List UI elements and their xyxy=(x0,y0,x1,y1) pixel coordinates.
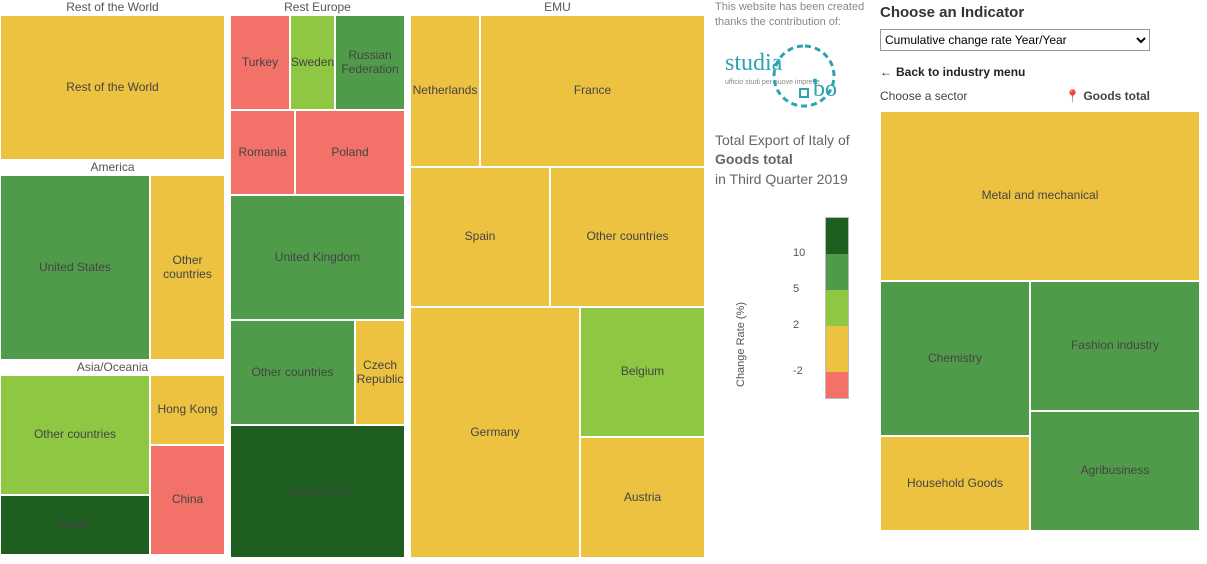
legend-tick: 10 xyxy=(793,247,805,259)
legend-segment xyxy=(826,290,848,326)
goods-total-link[interactable]: 📍 Goods total xyxy=(1065,89,1150,103)
treemap-cell[interactable]: Czech Republic xyxy=(355,320,405,425)
treemap-cell[interactable]: France xyxy=(480,15,705,167)
sector-cell[interactable]: Agribusiness xyxy=(1030,411,1200,531)
legend-segment xyxy=(826,218,848,254)
legend-tick: 2 xyxy=(793,319,799,331)
treemap-cell[interactable]: Netherlands xyxy=(410,15,480,167)
treemap-cell[interactable]: Other countries xyxy=(150,175,225,360)
treemap-cell[interactable]: Poland xyxy=(295,110,405,195)
legend-segment xyxy=(826,254,848,290)
studiabo-logo: studia ufficio studi per nuove imprese b… xyxy=(715,36,865,116)
treemap-cell[interactable]: Other countries xyxy=(0,375,150,495)
group-title: EMU xyxy=(410,0,705,14)
export-title: Total Export of Italy of Goods total in … xyxy=(715,131,870,190)
legend-tick: 5 xyxy=(793,283,799,295)
legend-segment xyxy=(826,372,848,398)
back-to-industry-link[interactable]: ←Back to industry menu xyxy=(880,65,1200,79)
sector-cell[interactable]: Fashion industry xyxy=(1030,281,1200,411)
treemap-cell[interactable]: Hong Kong xyxy=(150,375,225,445)
treemap-cell[interactable]: Germany xyxy=(410,307,580,558)
indicator-heading: Choose an Indicator xyxy=(880,4,1200,21)
legend-tick: -2 xyxy=(793,365,803,377)
group-title: Asia/Oceania xyxy=(0,360,225,374)
treemap-cell[interactable]: Russian Federation xyxy=(335,15,405,110)
controls-column: Choose an Indicator Cumulative change ra… xyxy=(880,0,1200,564)
treemap-cell[interactable]: Other countries xyxy=(550,167,705,307)
sector-cell[interactable]: Household Goods xyxy=(880,436,1030,531)
treemap-cell[interactable]: Austria xyxy=(580,437,705,558)
treemap-cell[interactable]: Other countries xyxy=(230,320,355,425)
treemap-cell[interactable]: Spain xyxy=(410,167,550,307)
treemap-cell[interactable]: Sweden xyxy=(290,15,335,110)
treemap-cell[interactable]: Turkey xyxy=(230,15,290,110)
indicator-select[interactable]: Cumulative change rate Year/Year xyxy=(880,29,1150,51)
treemap-cell[interactable]: United States xyxy=(0,175,150,360)
regions-treemap: Rest of the WorldRest of the WorldAmeric… xyxy=(0,0,705,564)
treemap-cell[interactable]: Japan xyxy=(0,495,150,555)
sectors-treemap: Metal and mechanicalChemistryFashion ind… xyxy=(880,111,1200,531)
treemap-cell[interactable]: United Kingdom xyxy=(230,195,405,320)
arrow-left-icon: ← xyxy=(880,65,892,79)
info-column: This website has been created thanks the… xyxy=(715,0,870,564)
color-legend: Change Rate (%) 1052-2 xyxy=(715,217,870,417)
legend-segment xyxy=(826,326,848,372)
map-pin-icon: 📍 xyxy=(1065,89,1080,103)
sector-cell[interactable]: Chemistry xyxy=(880,281,1030,436)
group-title: America xyxy=(0,160,225,174)
group-title: Rest Europe xyxy=(230,0,405,14)
svg-text:ufficio studi per nuove impres: ufficio studi per nuove imprese xyxy=(725,79,820,86)
treemap-cell[interactable]: Switzerland xyxy=(230,425,405,558)
treemap-cell[interactable]: Romania xyxy=(230,110,295,195)
sector-cell[interactable]: Metal and mechanical xyxy=(880,111,1200,281)
treemap-cell[interactable]: China xyxy=(150,445,225,555)
treemap-cell[interactable]: Rest of the World xyxy=(0,15,225,160)
credit-text: This website has been created thanks the… xyxy=(715,0,870,30)
choose-sector-label: Choose a sector xyxy=(880,89,967,103)
treemap-cell[interactable]: Belgium xyxy=(580,307,705,437)
svg-text:bo: bo xyxy=(813,76,837,102)
group-title: Rest of the World xyxy=(0,0,225,14)
